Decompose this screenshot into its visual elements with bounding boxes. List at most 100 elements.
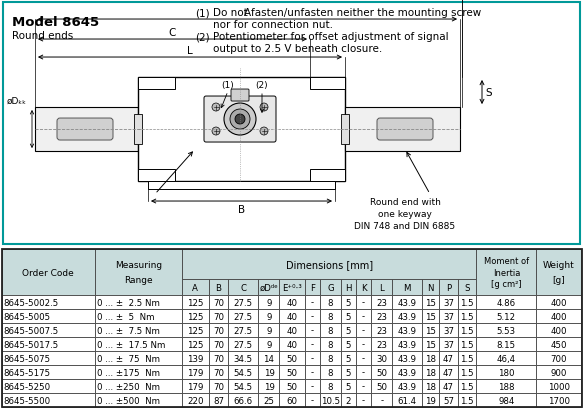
- Text: 70: 70: [213, 368, 224, 377]
- Bar: [476, 393, 536, 407]
- Text: 1000: 1000: [548, 382, 570, 391]
- Text: 8.15: 8.15: [497, 340, 516, 348]
- Text: -: -: [311, 326, 314, 335]
- Bar: [356, 379, 371, 393]
- Text: 5: 5: [346, 368, 352, 377]
- Text: 70: 70: [213, 354, 224, 363]
- Text: 1.5: 1.5: [461, 368, 474, 377]
- Text: 10.5: 10.5: [321, 396, 340, 405]
- Text: 8645-5017.5: 8645-5017.5: [3, 340, 59, 348]
- Bar: [356, 309, 371, 323]
- Bar: [371, 309, 392, 323]
- Bar: [392, 279, 422, 295]
- Bar: [182, 351, 209, 365]
- Bar: [341, 323, 356, 337]
- Bar: [229, 379, 258, 393]
- Bar: [182, 379, 209, 393]
- Bar: [536, 323, 581, 337]
- Bar: [148, 182, 335, 189]
- Text: M: M: [403, 283, 411, 292]
- Text: 43.9: 43.9: [398, 312, 417, 321]
- Bar: [94, 309, 182, 323]
- Bar: [305, 379, 320, 393]
- Bar: [536, 351, 581, 365]
- Bar: [476, 365, 536, 379]
- Bar: [279, 279, 305, 295]
- Text: L: L: [380, 283, 384, 292]
- Text: -: -: [362, 340, 365, 348]
- Text: 27.5: 27.5: [234, 312, 253, 321]
- Text: 19: 19: [425, 396, 436, 405]
- Text: 1.5: 1.5: [461, 298, 474, 307]
- Text: N: N: [427, 283, 434, 292]
- Bar: [258, 279, 279, 295]
- Text: -: -: [362, 312, 365, 321]
- Text: 1.5: 1.5: [461, 354, 474, 363]
- Bar: [458, 393, 476, 407]
- Text: 50: 50: [376, 382, 387, 391]
- Text: 5: 5: [346, 326, 352, 335]
- Text: 5: 5: [346, 312, 352, 321]
- Text: Measuring: Measuring: [115, 260, 162, 269]
- Bar: [258, 393, 279, 407]
- Text: 54.5: 54.5: [234, 368, 253, 377]
- Text: -: -: [311, 354, 314, 363]
- Text: 8645-5002.5: 8645-5002.5: [3, 298, 59, 307]
- Bar: [371, 393, 392, 407]
- Bar: [305, 393, 320, 407]
- Bar: [229, 393, 258, 407]
- Bar: [310, 78, 345, 90]
- Text: 27.5: 27.5: [234, 340, 253, 348]
- Bar: [476, 249, 536, 295]
- Text: -: -: [362, 298, 365, 307]
- Bar: [134, 115, 142, 145]
- Text: 50: 50: [287, 382, 298, 391]
- Circle shape: [260, 128, 268, 136]
- Bar: [182, 393, 209, 407]
- Text: 0 ... ±500  Nm: 0 ... ±500 Nm: [97, 396, 160, 405]
- Text: 19: 19: [264, 382, 275, 391]
- Text: 0 ... ±  75  Nm: 0 ... ± 75 Nm: [97, 354, 160, 363]
- Text: øDᵈᵉ: øDᵈᵉ: [259, 283, 278, 292]
- Text: Dimensions [mm]: Dimensions [mm]: [286, 259, 373, 270]
- Bar: [229, 337, 258, 351]
- Text: 66.6: 66.6: [234, 396, 253, 405]
- Text: 15: 15: [425, 298, 436, 307]
- Text: nor for connection nut.: nor for connection nut.: [213, 20, 333, 30]
- Text: -: -: [311, 340, 314, 348]
- Bar: [209, 295, 229, 309]
- Bar: [209, 379, 229, 393]
- Circle shape: [212, 128, 220, 136]
- Text: 60: 60: [287, 396, 298, 405]
- Text: 27.5: 27.5: [234, 298, 253, 307]
- Bar: [2, 249, 94, 295]
- Text: -: -: [362, 368, 365, 377]
- Text: 61.4: 61.4: [398, 396, 417, 405]
- Bar: [341, 365, 356, 379]
- Bar: [279, 393, 305, 407]
- Bar: [2, 393, 94, 407]
- Text: 43.9: 43.9: [398, 354, 417, 363]
- Text: 8: 8: [328, 340, 333, 348]
- Text: Weight: Weight: [543, 260, 575, 269]
- Text: Round ends: Round ends: [12, 31, 73, 41]
- Text: 43.9: 43.9: [398, 298, 417, 307]
- Bar: [371, 365, 392, 379]
- Circle shape: [235, 115, 245, 125]
- Text: 0 ... ±  7.5 Nm: 0 ... ± 7.5 Nm: [97, 326, 160, 335]
- Bar: [392, 323, 422, 337]
- Bar: [341, 309, 356, 323]
- Text: 47: 47: [443, 382, 454, 391]
- Text: 8: 8: [328, 312, 333, 321]
- Text: 25: 25: [264, 396, 275, 405]
- Text: L: L: [187, 46, 193, 56]
- Text: 37: 37: [443, 298, 454, 307]
- Bar: [476, 337, 536, 351]
- Text: 15: 15: [425, 312, 436, 321]
- Text: 23: 23: [376, 326, 387, 335]
- Text: -: -: [362, 326, 365, 335]
- Text: 220: 220: [187, 396, 203, 405]
- Bar: [356, 279, 371, 295]
- Bar: [422, 295, 439, 309]
- Text: F: F: [310, 283, 315, 292]
